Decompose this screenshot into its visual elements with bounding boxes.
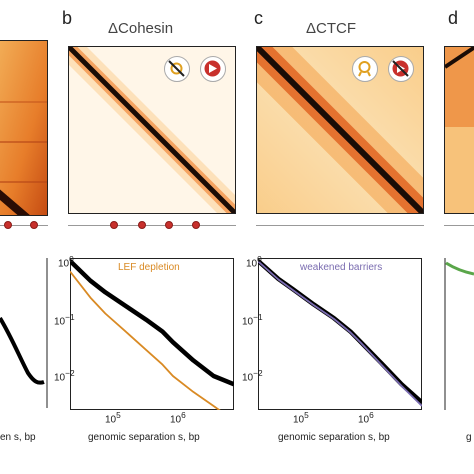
heatmap-panel-d bbox=[444, 46, 474, 214]
x-tick-b-1: 106 bbox=[170, 410, 186, 426]
series-line-lef-depletion bbox=[70, 270, 221, 410]
heatmap-b-svg bbox=[69, 47, 235, 213]
series-line-weakened-barriers bbox=[258, 260, 422, 407]
ctcf-track-a bbox=[0, 221, 48, 229]
panel-letter-b: b bbox=[62, 8, 73, 28]
cohesin-ring-icon bbox=[352, 56, 378, 82]
panel-letter-c: c bbox=[254, 8, 263, 28]
ctcf-track-d bbox=[444, 225, 474, 226]
y-tick-c-2: 10−2 bbox=[242, 368, 263, 384]
ctcf-track-b bbox=[68, 221, 236, 229]
ctcf-site bbox=[4, 221, 12, 229]
decay-plot-c bbox=[258, 258, 422, 410]
crossed-out-ctcf-icon bbox=[388, 56, 414, 82]
crossed-out-cohesin-icon bbox=[164, 56, 190, 82]
panel-title-b: ΔCohesin bbox=[108, 20, 174, 37]
y-tick-c-1: 10−1 bbox=[242, 312, 263, 328]
ctcf-arrow-icon bbox=[200, 56, 226, 82]
ctcf-site bbox=[138, 221, 146, 229]
y-tick-c-0: 100 bbox=[246, 254, 262, 270]
ctcf-site bbox=[165, 221, 173, 229]
panel-title-c: ΔCTCF bbox=[306, 20, 357, 37]
heatmap-panel-b bbox=[68, 46, 236, 214]
legend-lef-depletion: LEF depletion bbox=[118, 262, 180, 273]
x-axis-label-fragment-d: g bbox=[466, 432, 472, 443]
ctcf-track-c bbox=[256, 225, 424, 226]
y-tick-b-0: 100 bbox=[58, 254, 74, 270]
legend-weakened-barriers: weakened barriers bbox=[300, 262, 383, 273]
decay-plot-a bbox=[0, 258, 48, 408]
plot-frame bbox=[70, 258, 234, 410]
x-axis-label-fragment-a: en s, bp bbox=[0, 432, 36, 443]
ctcf-site bbox=[30, 221, 38, 229]
series-line-reference bbox=[70, 259, 234, 387]
x-tick-c-1: 106 bbox=[358, 410, 374, 426]
heatmap-a-svg bbox=[0, 41, 47, 215]
decay-plot-b bbox=[70, 258, 234, 410]
panel-letter-d: d bbox=[448, 8, 459, 28]
ctcf-site bbox=[192, 221, 200, 229]
heatmap-panel-a bbox=[0, 40, 48, 216]
x-tick-b-0: 105 bbox=[105, 410, 121, 426]
ctcf-site bbox=[110, 221, 118, 229]
y-tick-b-2: 10−2 bbox=[54, 368, 75, 384]
y-tick-b-1: 10−1 bbox=[54, 312, 75, 328]
x-axis-label-b: genomic separation s, bp bbox=[88, 432, 200, 443]
decay-plot-d bbox=[444, 258, 474, 410]
plot-frame bbox=[258, 258, 422, 410]
x-axis-label-c: genomic separation s, bp bbox=[278, 432, 390, 443]
heatmap-d-svg bbox=[445, 47, 474, 213]
x-tick-c-0: 105 bbox=[293, 410, 309, 426]
